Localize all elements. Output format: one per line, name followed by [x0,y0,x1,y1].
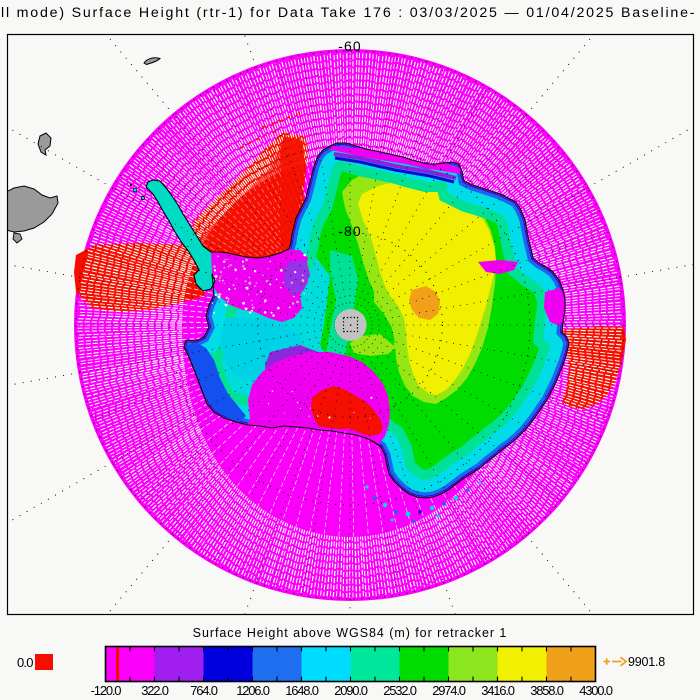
svg-text:764.0: 764.0 [190,683,218,698]
svg-text:Surface Height above WGS84 (m): Surface Height above WGS84 (m) for retra… [193,626,508,640]
svg-text:2090.0: 2090.0 [334,683,368,698]
svg-text:3416.0: 3416.0 [481,683,515,698]
svg-text:1648.0: 1648.0 [285,683,319,698]
svg-text:4300.0: 4300.0 [579,683,613,698]
svg-text:ll mode) Surface Height (rtr-1: ll mode) Surface Height (rtr-1) for Data… [1,5,696,21]
svg-text:3858.0: 3858.0 [530,683,564,698]
svg-text:0.0: 0.0 [17,655,33,670]
svg-text:1206.0: 1206.0 [236,683,270,698]
svg-text:322.0: 322.0 [141,683,169,698]
svg-text:2532.0: 2532.0 [383,683,417,698]
svg-text:-80: -80 [338,223,362,239]
svg-text:2974.0: 2974.0 [432,683,466,698]
svg-text:-120.0: -120.0 [91,683,122,698]
svg-text:-60: -60 [338,38,362,54]
svg-text:9901.8: 9901.8 [628,655,665,669]
